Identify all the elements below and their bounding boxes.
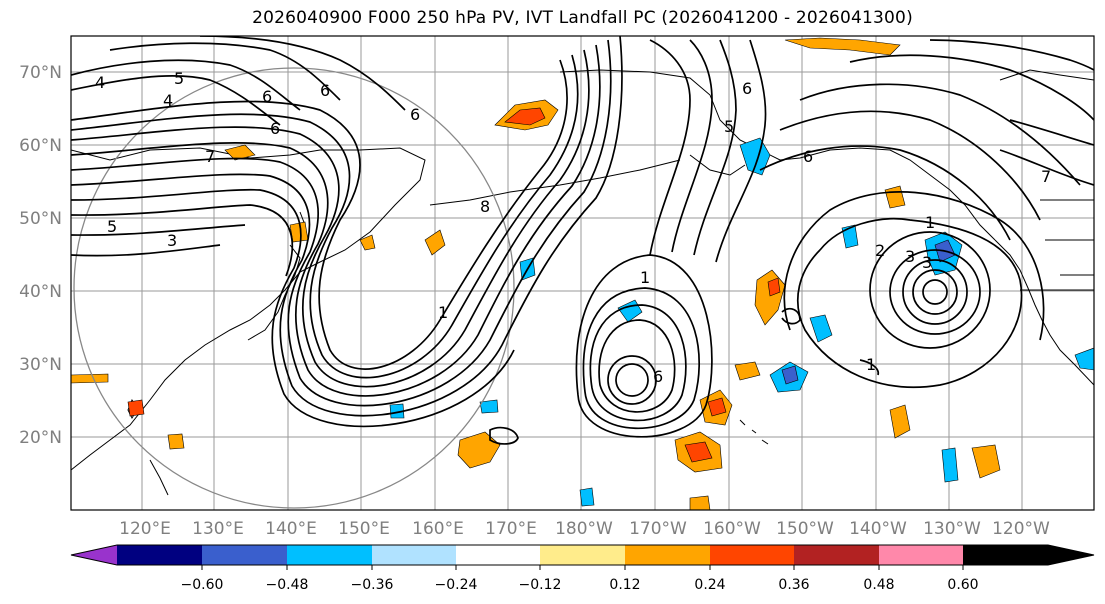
lat-label-40n: 40°N (19, 282, 62, 302)
longitude-labels: 120°E 130°E 140°E 150°E 160°E 170°E 180°… (119, 519, 1050, 539)
contour-labels: 4 5 4 6 6 7 6 6 3 5 8 1 1 1 3 1 2 3 6 6 … (95, 69, 1051, 386)
colorbar-segment (202, 545, 287, 565)
lon-label-160e: 160°E (412, 519, 464, 539)
svg-text:6: 6 (270, 119, 280, 138)
lat-label-20n: 20°N (19, 428, 62, 448)
colorbar-segment (625, 545, 710, 565)
svg-text:8: 8 (480, 197, 490, 216)
lon-label-150e: 150°E (338, 519, 390, 539)
ivt-fill-anomalies (71, 37, 1094, 510)
colorbar-tick-label: −0.60 (181, 577, 224, 593)
svg-text:7: 7 (1041, 167, 1051, 186)
colorbar-tick-label: −0.12 (519, 577, 562, 593)
map-border (70, 35, 1095, 511)
svg-text:1: 1 (640, 268, 650, 287)
lat-label-70n: 70°N (19, 63, 62, 83)
influence-circle (73, 67, 515, 509)
colorbar-tick-label: −0.48 (266, 577, 309, 593)
colorbar-segment (456, 545, 540, 565)
svg-text:5: 5 (724, 117, 734, 136)
colorbar-tick-label: 0.12 (609, 577, 640, 593)
colorbar-tick-label: 0.60 (947, 577, 978, 593)
chart-title: 2026040900 F000 250 hPa PV, IVT Landfall… (252, 8, 913, 28)
lat-label-50n: 50°N (19, 209, 62, 229)
svg-text:1: 1 (866, 355, 876, 374)
lon-label-170e: 170°E (485, 519, 537, 539)
colorbar-extend-low (71, 545, 117, 565)
svg-text:6: 6 (410, 105, 420, 124)
colorbar-segment (117, 545, 202, 565)
svg-text:3: 3 (167, 231, 177, 250)
svg-text:1: 1 (925, 213, 935, 232)
lon-label-120e: 120°E (119, 519, 171, 539)
graticule (71, 36, 1094, 510)
colorbar-tick-label: 0.36 (778, 577, 809, 593)
svg-text:4: 4 (163, 91, 173, 110)
svg-text:5: 5 (107, 217, 117, 236)
lon-label-140w: 140°W (849, 519, 907, 539)
svg-text:3: 3 (905, 247, 915, 266)
lon-label-130w: 130°W (923, 519, 981, 539)
colorbar-segment (794, 545, 879, 565)
colorbar-segment (540, 545, 625, 565)
colorbar: −0.60 −0.48 −0.36 −0.24 −0.12 0.12 0.24 … (70, 544, 1095, 593)
colorbar-extend-high (963, 545, 1094, 565)
colorbar-segment (372, 545, 456, 565)
colorbar-segment (879, 545, 963, 565)
lon-label-130e: 130°E (192, 519, 244, 539)
lon-label-140e: 140°E (265, 519, 317, 539)
svg-text:4: 4 (95, 73, 105, 92)
svg-text:2: 2 (875, 241, 885, 260)
svg-text:6: 6 (742, 79, 752, 98)
svg-text:3: 3 (922, 253, 932, 272)
lon-label-160w: 160°W (703, 519, 761, 539)
lat-label-30n: 30°N (19, 355, 62, 375)
colorbar-tick-label: 0.48 (863, 577, 894, 593)
lon-label-150w: 150°W (776, 519, 834, 539)
coastlines (71, 69, 1094, 496)
colorbar-tick-label: 0.24 (694, 577, 725, 593)
colorbar-tick-label: −0.36 (351, 577, 394, 593)
latitude-labels: 70°N 60°N 50°N 40°N 30°N 20°N (19, 63, 62, 448)
colorbar-segment (287, 545, 372, 565)
pv-contours (71, 36, 1094, 445)
lon-label-170w: 170°W (629, 519, 687, 539)
svg-text:6: 6 (320, 81, 330, 100)
svg-text:6: 6 (803, 147, 813, 166)
svg-text:5: 5 (174, 69, 184, 88)
svg-text:6: 6 (653, 367, 663, 386)
lat-label-60n: 60°N (19, 136, 62, 156)
colorbar-outline (70, 544, 1095, 566)
svg-text:7: 7 (205, 147, 215, 166)
colorbar-segment (710, 545, 794, 565)
svg-text:1: 1 (438, 303, 448, 322)
colorbar-tick-label: −0.24 (435, 577, 478, 593)
lon-label-180w: 180°W (555, 519, 613, 539)
svg-text:6: 6 (262, 87, 272, 106)
lon-label-120w: 120°W (992, 519, 1050, 539)
